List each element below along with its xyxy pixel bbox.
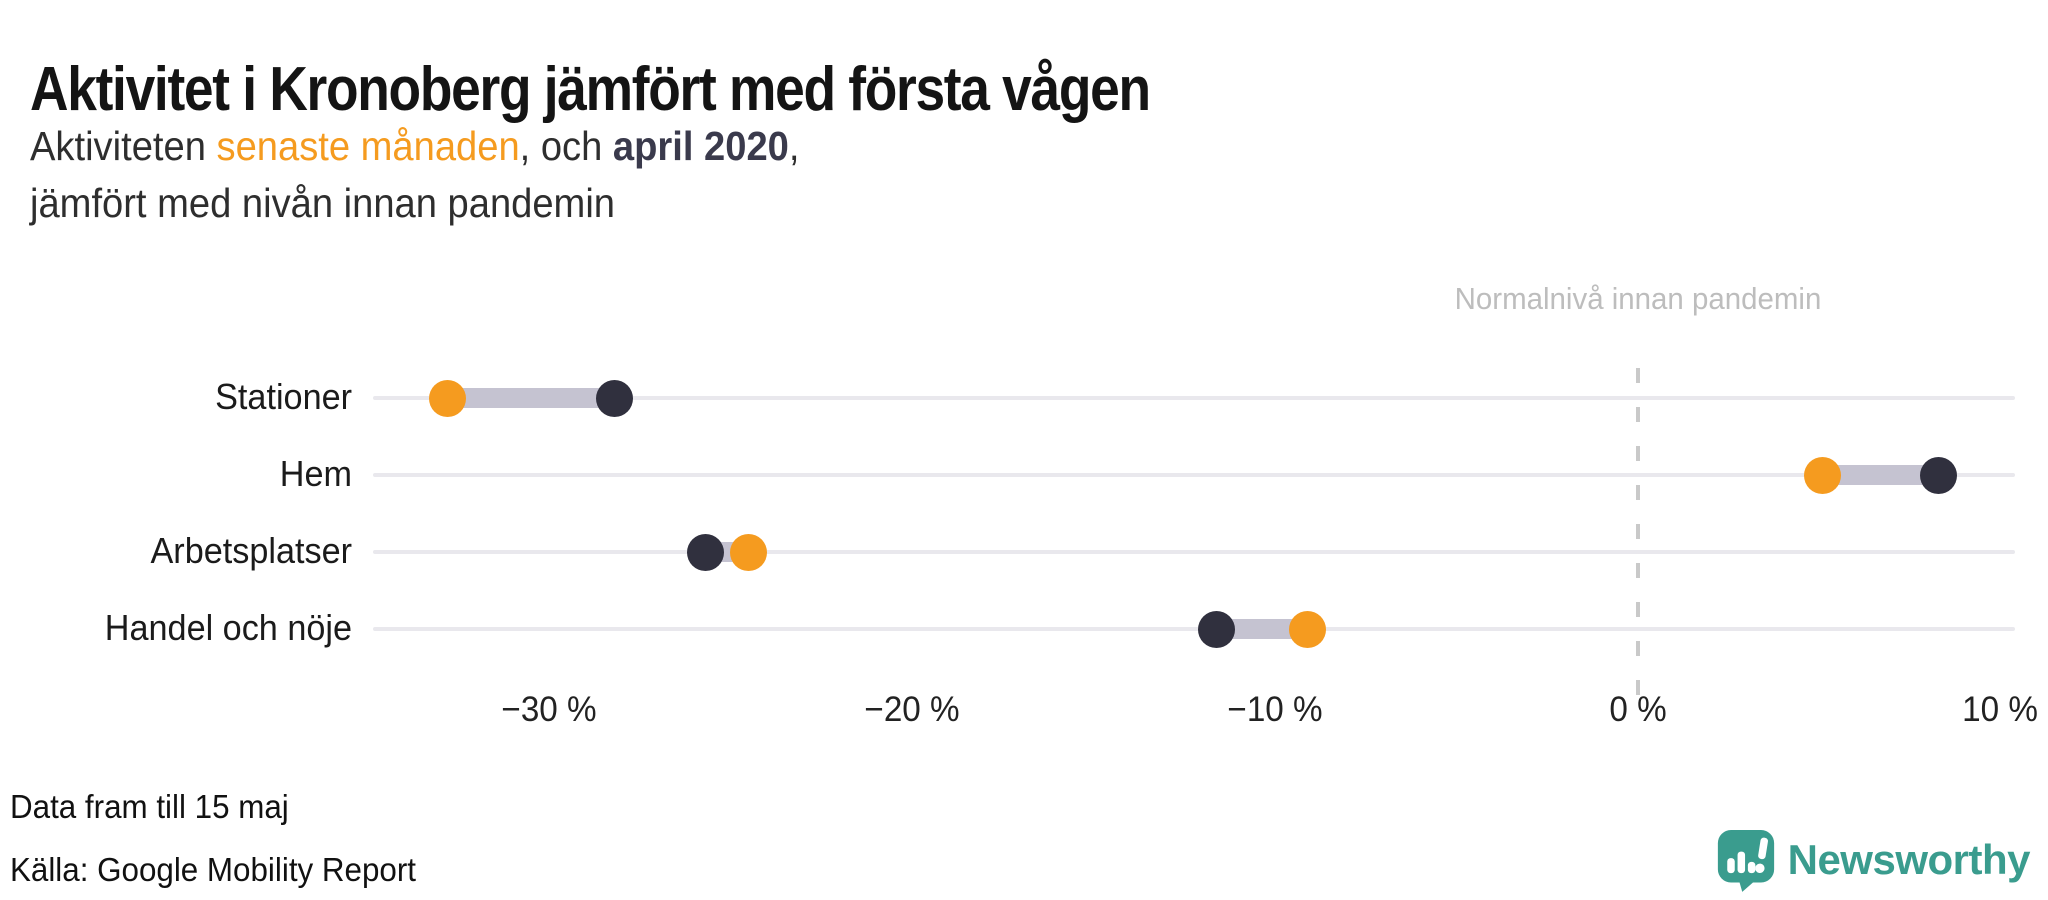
chart-title: Aktivitet i Kronoberg jämfört med första… — [30, 54, 1151, 124]
subtitle-prefix: Aktiviteten — [30, 123, 217, 169]
dumbbell-connector — [447, 388, 615, 408]
subtitle-suffix: , — [788, 123, 800, 169]
dot-april-2020 — [1920, 456, 1958, 494]
dot-senaste-m-naden — [1804, 456, 1842, 494]
category-label-handel-och-n-je: Handel och nöje — [104, 607, 352, 648]
category-label-stationer: Stationer — [215, 376, 352, 417]
category-label-hem: Hem — [279, 453, 352, 494]
subtitle-mid: , och — [519, 123, 613, 169]
x-tick-label: −10 % — [1227, 690, 1323, 729]
newsworthy-icon — [1716, 828, 1776, 892]
row-gridline — [373, 550, 2015, 554]
dot-april-2020 — [1198, 610, 1236, 648]
x-tick-label: −30 % — [501, 690, 597, 729]
reference-line-annotation: Normalnivå innan pandemin — [1454, 281, 1821, 316]
x-tick-label: 10 % — [1962, 690, 2039, 729]
dumbbell-connector — [1822, 465, 1939, 485]
dot-senaste-m-naden — [730, 533, 768, 571]
data-note: Data fram till 15 maj — [10, 788, 289, 825]
plot-area: Normalnivå innan pandemin −30 % −20 % −10 %… — [373, 281, 2038, 740]
dot-april-2020 — [595, 379, 633, 417]
row-gridline — [373, 473, 2015, 477]
subtitle-line-1: Aktiviteten senaste månaden, och april 2… — [30, 118, 799, 175]
category-label-arbetsplatser: Arbetsplatser — [150, 530, 352, 571]
normal-level-reference-line — [1635, 368, 1640, 700]
row-gridline — [373, 396, 2015, 400]
legend-april-2020: april 2020 — [612, 123, 789, 169]
subtitle-line-2: jämfört med nivån innan pandemin — [30, 179, 616, 226]
dot-senaste-m-naden — [428, 379, 466, 417]
brand-name: Newsworthy — [1787, 836, 2031, 883]
row-gridline — [373, 627, 2015, 631]
dumbbell-connector — [1216, 619, 1308, 639]
category-axis: Stationer Hem Arbetsplatser Handel och nöje — [0, 360, 352, 680]
chart-subtitle: Aktiviteten senaste månaden, och april 2… — [30, 118, 799, 231]
x-tick-label: 0 % — [1608, 690, 1667, 729]
dot-senaste-m-naden — [1288, 610, 1326, 648]
x-tick-label: −20 % — [864, 690, 960, 729]
legend-last-month: senaste månaden — [216, 123, 520, 169]
brand-logo: Newsworthy — [1716, 828, 2031, 892]
source-note: Källa: Google Mobility Report — [10, 851, 417, 888]
dot-april-2020 — [686, 533, 724, 571]
